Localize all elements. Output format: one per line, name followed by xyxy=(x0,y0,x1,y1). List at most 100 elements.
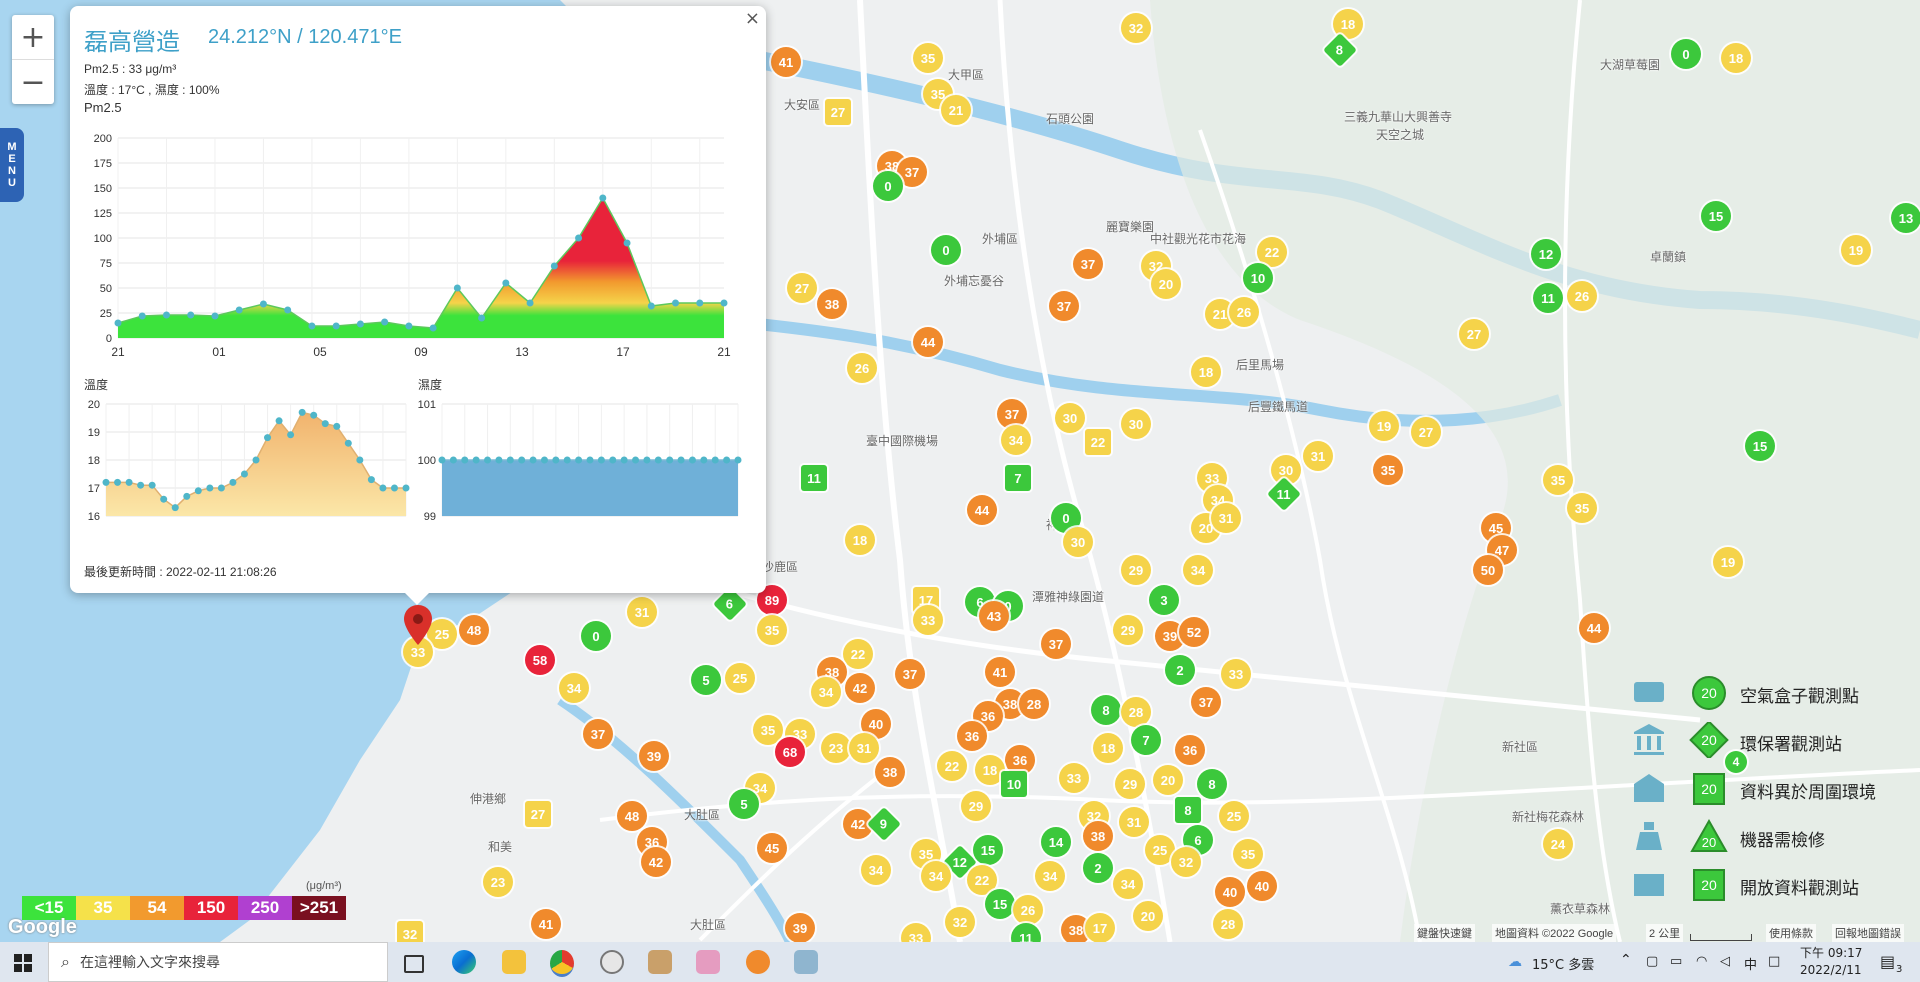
map-marker[interactable]: 28 xyxy=(1121,697,1151,727)
data-point[interactable] xyxy=(552,456,560,464)
map-marker[interactable]: 0 xyxy=(931,235,961,265)
data-point[interactable] xyxy=(677,456,685,464)
map-marker[interactable]: 35 xyxy=(753,715,783,745)
data-point[interactable] xyxy=(495,456,503,464)
map-marker[interactable]: 11 xyxy=(1533,283,1563,313)
map-marker[interactable]: 36 xyxy=(1175,735,1205,765)
map-marker[interactable]: 29 xyxy=(1121,555,1151,585)
map-marker[interactable]: 22 xyxy=(1257,237,1287,267)
map-marker[interactable]: 34 xyxy=(811,677,841,707)
map-marker[interactable]: 40 xyxy=(1215,877,1245,907)
map-marker[interactable]: 23 xyxy=(821,733,851,763)
map-marker[interactable]: 35 xyxy=(1567,493,1597,523)
map-marker[interactable]: 34 xyxy=(861,855,891,885)
map-marker[interactable]: 27 xyxy=(1459,319,1489,349)
clock-date[interactable]: 2022/2/11 xyxy=(1800,963,1862,977)
data-point[interactable] xyxy=(183,492,191,500)
map-marker[interactable]: 32 xyxy=(945,907,975,937)
data-point[interactable] xyxy=(632,456,640,464)
map-marker[interactable]: 21 xyxy=(941,95,971,125)
map-marker[interactable]: 22 xyxy=(967,865,997,895)
edge-browser-icon[interactable] xyxy=(452,950,476,974)
map-marker[interactable]: 39 xyxy=(639,741,669,771)
map-marker[interactable]: 30 xyxy=(1121,409,1151,439)
map-marker[interactable]: 8 xyxy=(1091,695,1121,725)
map-marker[interactable]: 37 xyxy=(997,399,1027,429)
map-marker[interactable]: 18 xyxy=(1721,43,1751,73)
map-marker[interactable]: 13 xyxy=(1891,203,1920,233)
data-point[interactable] xyxy=(609,456,617,464)
map-marker[interactable]: 38 xyxy=(1083,821,1113,851)
data-point[interactable] xyxy=(478,314,486,322)
data-point[interactable] xyxy=(187,311,195,319)
data-point[interactable] xyxy=(429,324,437,332)
map-marker[interactable]: 35 xyxy=(913,43,943,73)
data-point[interactable] xyxy=(453,284,461,292)
data-point[interactable] xyxy=(688,456,696,464)
map-marker[interactable]: 28 xyxy=(1019,689,1049,719)
snipping-tool-icon[interactable] xyxy=(696,950,720,974)
data-point[interactable] xyxy=(620,456,628,464)
data-point[interactable] xyxy=(194,487,202,495)
data-point[interactable] xyxy=(563,456,571,464)
data-point[interactable] xyxy=(125,478,133,486)
data-point[interactable] xyxy=(211,312,219,320)
map-marker[interactable]: 34 xyxy=(1001,425,1031,455)
map-marker[interactable]: 35 xyxy=(1543,465,1573,495)
map-marker[interactable]: 38 xyxy=(817,289,847,319)
data-point[interactable] xyxy=(506,456,514,464)
map-marker[interactable]: 8 xyxy=(1197,769,1227,799)
data-point[interactable] xyxy=(643,456,651,464)
map-marker[interactable]: 25 xyxy=(1219,801,1249,831)
data-point[interactable] xyxy=(264,434,272,442)
map-marker[interactable]: 15 xyxy=(985,889,1015,919)
data-point[interactable] xyxy=(654,456,662,464)
map-marker[interactable]: 2 xyxy=(1165,655,1195,685)
zoom-out-button[interactable]: − xyxy=(20,64,46,100)
data-point[interactable] xyxy=(235,306,243,314)
map-marker[interactable]: 50 xyxy=(1473,555,1503,585)
map-marker[interactable]: 27 xyxy=(1411,417,1441,447)
map-marker[interactable]: 26 xyxy=(1013,895,1043,925)
clock-time[interactable]: 下午 09:17 xyxy=(1800,946,1863,960)
data-point[interactable] xyxy=(720,299,728,307)
map-marker[interactable]: 26 xyxy=(847,353,877,383)
data-point[interactable] xyxy=(308,322,316,330)
data-point[interactable] xyxy=(229,478,237,486)
terms-link[interactable]: 使用條款 xyxy=(1766,924,1816,942)
map-marker[interactable]: 34 xyxy=(1183,555,1213,585)
data-point[interactable] xyxy=(599,194,607,202)
menu-tab[interactable]: M E N U xyxy=(0,128,24,202)
map-marker[interactable]: 29 xyxy=(961,791,991,821)
data-point[interactable] xyxy=(240,470,248,478)
map-marker[interactable]: 44 xyxy=(913,327,943,357)
data-point[interactable] xyxy=(252,456,260,464)
data-point[interactable] xyxy=(344,439,352,447)
map-marker[interactable]: 34 xyxy=(1035,861,1065,891)
weather-text[interactable]: 15°C 多雲 xyxy=(1532,958,1595,973)
map-marker[interactable]: 18 xyxy=(1093,733,1123,763)
map-marker[interactable]: 45 xyxy=(757,833,787,863)
map-marker[interactable]: 10 xyxy=(1001,771,1027,797)
map-marker[interactable]: 22 xyxy=(1085,429,1111,455)
map-marker[interactable]: 27 xyxy=(787,273,817,303)
map-marker[interactable]: 27 xyxy=(525,801,551,827)
windows-start-icon[interactable] xyxy=(14,954,32,972)
map-marker[interactable]: 37 xyxy=(897,157,927,187)
map-marker[interactable]: 22 xyxy=(937,751,967,781)
ime-mode-icon[interactable]: □ xyxy=(1768,954,1781,969)
map-marker[interactable]: 41 xyxy=(531,909,561,939)
data-point[interactable] xyxy=(137,481,145,489)
map-marker[interactable]: 19 xyxy=(1713,547,1743,577)
data-point[interactable] xyxy=(379,484,387,492)
data-point[interactable] xyxy=(160,495,168,503)
map-marker[interactable]: 33 xyxy=(1059,763,1089,793)
data-point[interactable] xyxy=(575,234,583,242)
map-marker[interactable]: 18 xyxy=(975,755,1005,785)
map-marker[interactable]: 44 xyxy=(1579,613,1609,643)
map-marker[interactable]: 31 xyxy=(627,597,657,627)
map-marker[interactable]: 31 xyxy=(1119,807,1149,837)
map-marker[interactable]: 17 xyxy=(1085,913,1115,942)
map-marker[interactable]: 41 xyxy=(771,47,801,77)
app-icon[interactable] xyxy=(794,950,818,974)
